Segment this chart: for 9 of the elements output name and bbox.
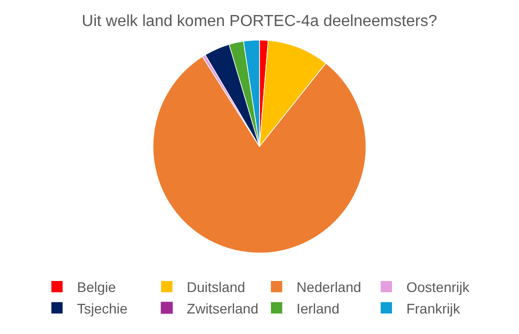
legend-label: Ierland bbox=[296, 300, 340, 316]
legend-label: Tsjechie bbox=[77, 300, 128, 316]
legend-label: Zwitserland bbox=[186, 300, 258, 316]
legend-label: Belgie bbox=[77, 279, 116, 296]
legend-label: Frankrijk bbox=[406, 300, 462, 316]
chart-title: Uit welk land komen PORTEC-4a deelneemsters? bbox=[82, 13, 438, 30]
legend-label: Oostenrijk bbox=[406, 279, 470, 296]
legend-label: Nederland bbox=[296, 279, 362, 296]
legend-label: Duitsland bbox=[186, 279, 246, 296]
